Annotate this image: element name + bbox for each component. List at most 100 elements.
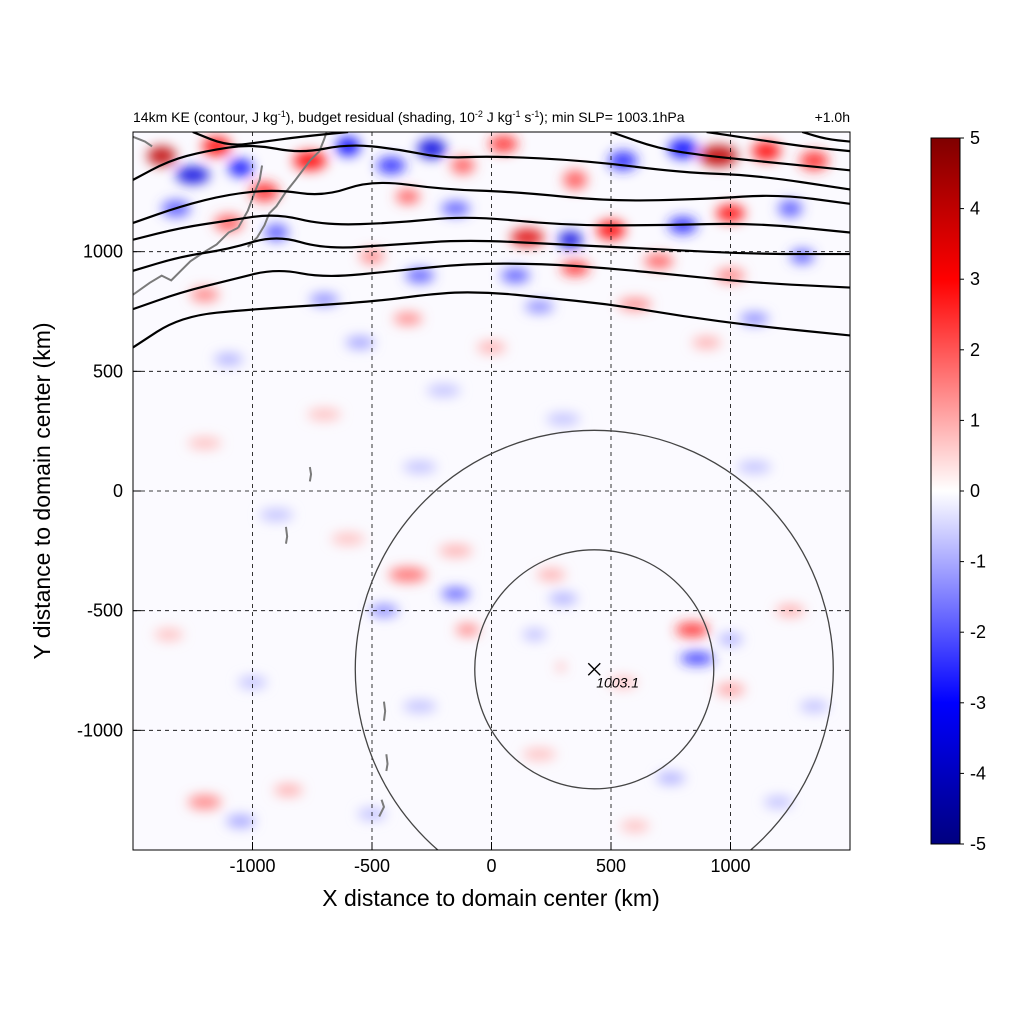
colorbar-tick-label: -2 (970, 622, 986, 642)
residual-cell (438, 544, 473, 557)
residual-cell (147, 146, 177, 166)
residual-cell (441, 201, 470, 216)
residual-cell (450, 157, 475, 174)
residual-cell (799, 700, 829, 713)
colorbar-tick-label: 2 (970, 340, 980, 360)
residual-cell (274, 784, 303, 797)
residual-cell (548, 592, 578, 605)
storm-center-label: 1003.1 (596, 674, 639, 690)
residual-cell (675, 622, 709, 637)
ke-contour (133, 262, 850, 311)
residual-cell (154, 628, 184, 641)
residual-cell (477, 341, 506, 354)
residual-cell (560, 261, 590, 276)
ke-contour (133, 214, 850, 241)
ke-contour (133, 181, 850, 224)
residual-cell (668, 139, 698, 159)
residual-cell (226, 815, 255, 828)
colorbar-tick-label: 0 (970, 481, 980, 501)
residual-cell (546, 413, 580, 426)
colorbar-gradient (930, 137, 961, 845)
colorbar-ticks: 5 4 3 2 1 0 -1 -2 -3 -4 -5 (960, 128, 986, 854)
residual-cell (405, 268, 435, 283)
residual-cell (403, 461, 437, 474)
residual-cell (345, 336, 375, 349)
colorbar-tick-label: -4 (970, 763, 986, 783)
residual-cell (536, 568, 566, 581)
residual-cell (680, 652, 714, 665)
colorbar-tick-label: -3 (970, 693, 986, 713)
coastline (133, 226, 239, 296)
residual-cell (563, 170, 588, 190)
colorbar-tick-label: -1 (970, 552, 986, 572)
residual-cell (214, 353, 243, 366)
residual-cell (620, 820, 650, 833)
residual-cell (501, 268, 530, 283)
x-tick-label: 500 (596, 856, 626, 876)
residual-cell (524, 300, 554, 313)
ke-contour-layer (133, 132, 850, 349)
axis-ticks: -1000 -500 0 500 1000 -1000 -500 0 500 1000 (77, 242, 751, 876)
residual-cell (455, 623, 480, 636)
coastline (378, 799, 386, 817)
residual-cell (716, 683, 745, 696)
residual-cell (522, 628, 547, 641)
residual-cell (395, 189, 420, 204)
coastline (385, 754, 389, 772)
residual-cell (202, 136, 231, 156)
residual-cell (656, 772, 686, 785)
residual-cell (238, 676, 267, 689)
ke-contour (706, 132, 850, 153)
x-axis-label: X distance to domain center (km) (322, 885, 659, 911)
y-tick-label: -500 (87, 601, 123, 621)
residual-cell (331, 532, 365, 545)
coastline (308, 466, 313, 482)
colorbar-tick-label: 3 (970, 269, 980, 289)
residual-cell (403, 700, 437, 713)
residual-cell (187, 794, 222, 810)
residual-cell (778, 200, 803, 217)
colorbar: 5 4 3 2 1 0 -1 -2 -3 -4 -5 (930, 128, 986, 854)
ke-contour (192, 132, 349, 146)
residual-cell (176, 166, 210, 184)
residual-cell (740, 312, 769, 325)
y-tick-label: 1000 (83, 242, 123, 262)
x-tick-label: 0 (486, 856, 496, 876)
residual-cell (557, 663, 565, 671)
colorbar-tick-label: -5 (970, 834, 986, 854)
residual-cell (644, 254, 674, 269)
coastline (382, 701, 387, 721)
residual-cell (441, 587, 470, 600)
chart-title: 14km KE (contour, J kg-1), budget residu… (133, 109, 685, 125)
residual-cell (790, 249, 815, 264)
plot-area: 1003.1 (133, 132, 850, 850)
residual-cell (393, 312, 423, 325)
x-tick-label: -500 (354, 856, 390, 876)
x-tick-label: -1000 (229, 856, 275, 876)
y-tick-label: 500 (93, 361, 123, 381)
colorbar-tick-label: 4 (970, 199, 980, 219)
range-circle-layer (354, 429, 834, 850)
residual-cell (426, 384, 461, 397)
residual-cell (763, 796, 793, 809)
residual-cell (608, 676, 638, 689)
coastline-layer (133, 132, 389, 817)
residual-cell (307, 408, 341, 421)
y-tick-label: 0 (113, 481, 123, 501)
ke-contour (133, 237, 850, 272)
residual-cell (388, 567, 427, 582)
residual-cell (737, 461, 772, 474)
residual-cell (187, 437, 222, 450)
ke-contour (133, 291, 850, 349)
residual-cell (309, 293, 339, 306)
x-tick-label: 1000 (710, 856, 750, 876)
coastline (133, 135, 153, 148)
residual-cell (259, 508, 294, 521)
residual-cell (522, 748, 557, 761)
residual-cell (264, 224, 289, 241)
range-circle (354, 429, 834, 850)
residual-cell (190, 287, 220, 302)
y-axis-label: Y distance to domain center (km) (29, 322, 55, 659)
range-circle (474, 549, 715, 790)
